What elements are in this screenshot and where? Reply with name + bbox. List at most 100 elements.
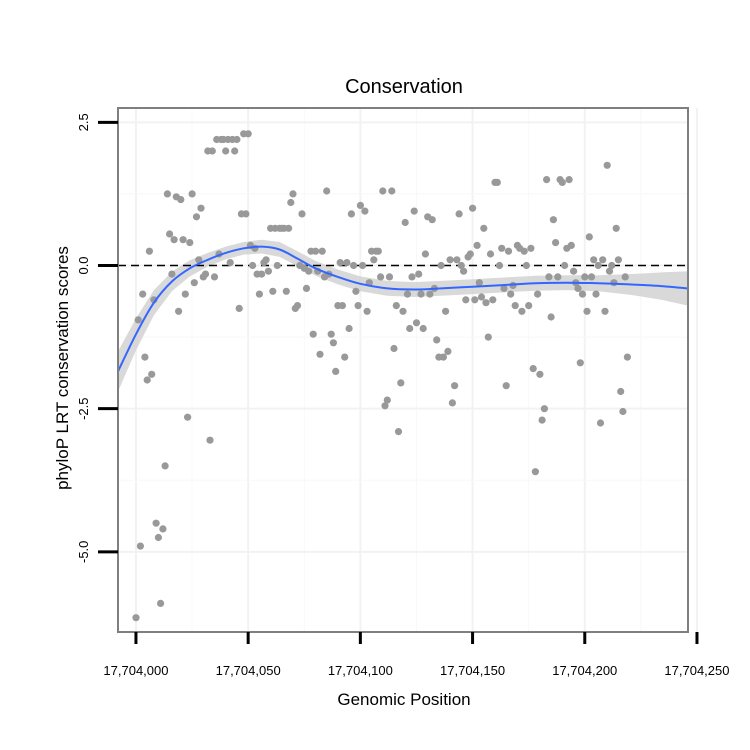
data-point: [381, 402, 389, 410]
data-point: [500, 284, 508, 292]
data-point: [473, 241, 481, 249]
data-point: [273, 261, 281, 270]
data-point: [493, 178, 501, 186]
data-point: [148, 370, 156, 378]
x-tick-label: 17,704,000: [103, 663, 168, 678]
data-point: [475, 279, 483, 287]
data-point: [520, 247, 528, 255]
data-point: [352, 287, 360, 295]
data-point: [361, 207, 369, 215]
data-point: [527, 244, 535, 252]
data-point: [504, 247, 513, 255]
data-point: [264, 267, 272, 275]
data-point: [583, 307, 591, 315]
data-point: [581, 273, 589, 281]
x-tick-label: 17,704,250: [664, 663, 729, 678]
data-point: [567, 241, 575, 249]
data-point: [255, 290, 263, 298]
data-point: [210, 273, 219, 281]
data-point: [166, 230, 174, 238]
data-point: [370, 256, 378, 264]
data-point: [323, 187, 331, 195]
data-point: [397, 379, 405, 387]
data-point: [439, 353, 447, 361]
data-point: [143, 376, 151, 384]
data-point: [596, 419, 605, 427]
x-axis-title: Genomic Position: [337, 690, 470, 709]
data-point: [549, 216, 558, 224]
y-axis-title: phyloP LRT conservation scores: [53, 246, 72, 490]
data-point: [345, 324, 353, 333]
data-point: [518, 307, 526, 315]
data-point: [489, 296, 497, 304]
data-point: [132, 614, 140, 622]
data-point: [608, 261, 616, 270]
data-point: [181, 290, 189, 298]
data-point: [444, 347, 452, 355]
data-point: [188, 190, 196, 198]
data-point: [329, 339, 337, 347]
data-point: [343, 259, 351, 267]
y-tick-label: 0.0: [76, 256, 91, 274]
x-tick-label: 17,704,200: [552, 663, 617, 678]
data-point: [419, 324, 427, 333]
data-point: [354, 302, 362, 310]
data-point: [141, 353, 149, 361]
data-point: [534, 290, 542, 298]
data-point: [249, 261, 257, 270]
data-point: [341, 353, 349, 361]
data-point: [547, 313, 555, 321]
data-point: [594, 261, 602, 270]
data-point: [502, 382, 510, 390]
data-point: [394, 428, 403, 436]
data-point: [356, 201, 364, 209]
data-point: [495, 261, 504, 270]
data-point: [258, 270, 266, 278]
data-point: [235, 304, 243, 312]
data-point: [145, 247, 153, 255]
data-point: [316, 350, 324, 358]
data-point: [421, 250, 429, 258]
x-tick-label: 17,704,050: [216, 663, 281, 678]
data-point: [480, 224, 488, 232]
data-point: [408, 273, 416, 281]
data-point: [511, 302, 519, 310]
data-point: [525, 302, 533, 310]
data-point: [231, 147, 239, 155]
data-point: [327, 330, 335, 338]
data-point: [392, 302, 400, 310]
data-point: [388, 187, 396, 195]
data-point: [410, 207, 418, 215]
data-point: [206, 436, 214, 444]
data-point: [522, 261, 531, 270]
data-point: [538, 416, 546, 424]
data-point: [455, 210, 463, 218]
data-point: [282, 287, 290, 295]
data-point: [201, 270, 210, 278]
data-point: [457, 261, 465, 270]
data-point: [552, 239, 560, 247]
data-point: [507, 290, 515, 298]
data-point: [152, 519, 160, 527]
data-point: [603, 161, 611, 169]
data-point: [154, 533, 162, 542]
data-point: [614, 256, 623, 264]
data-point: [208, 147, 216, 155]
y-tick-label: -2.5: [76, 397, 91, 419]
data-point: [536, 370, 544, 378]
data-point: [374, 247, 382, 255]
data-point: [554, 273, 562, 281]
smooth-line: [117, 245, 689, 372]
plot-frame: [117, 107, 689, 633]
data-point: [309, 330, 317, 338]
data-point: [545, 273, 553, 281]
chart-title: Conservation: [345, 76, 463, 98]
data-points: [132, 130, 632, 622]
data-point: [192, 213, 201, 221]
data-point: [543, 176, 551, 184]
data-point: [585, 233, 593, 241]
data-point: [574, 284, 582, 292]
y-axis: 2.5 0.0 -2.5 -5.0: [76, 113, 118, 563]
y-tick-label: -5.0: [76, 541, 91, 563]
